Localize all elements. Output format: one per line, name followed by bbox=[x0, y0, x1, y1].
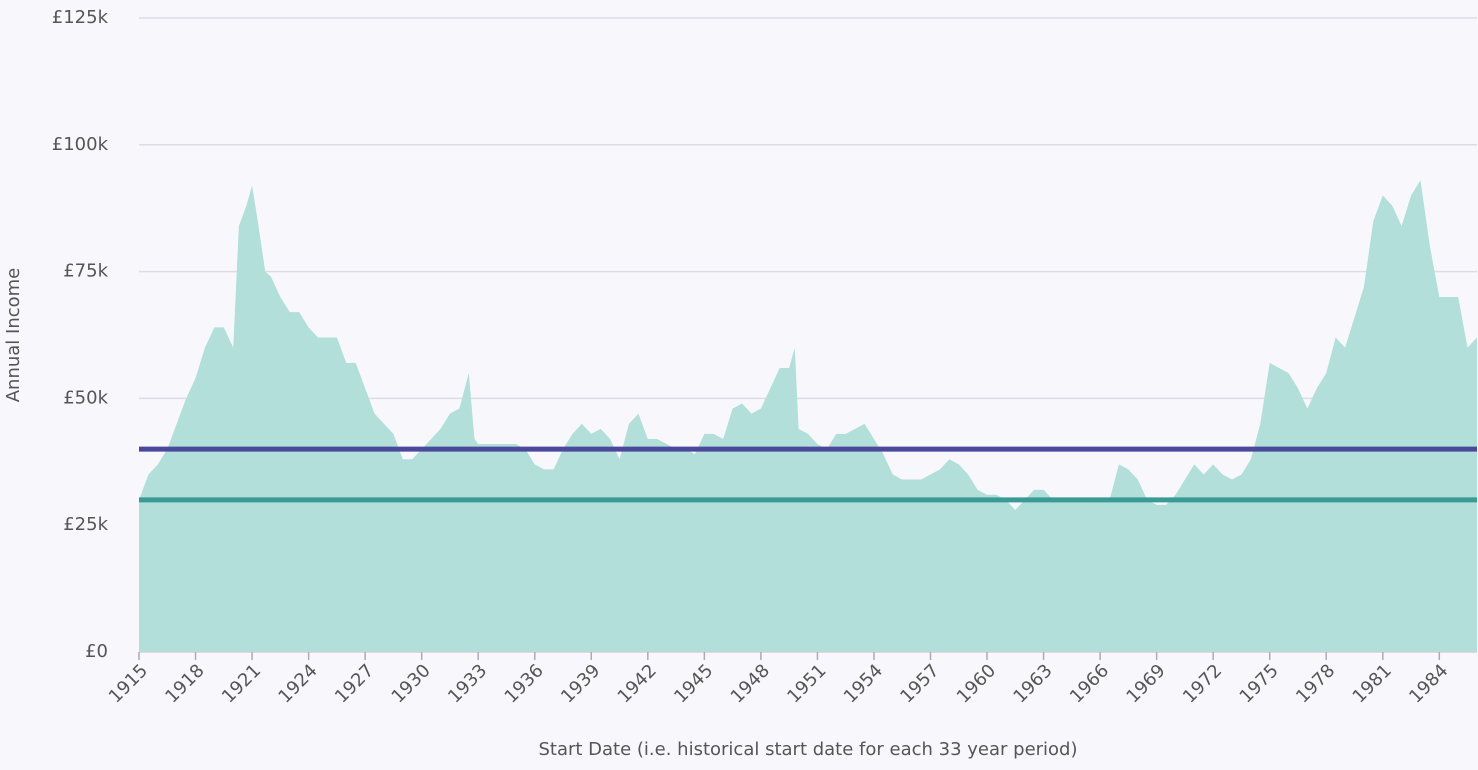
x-tick-label: 1975 bbox=[1236, 660, 1283, 707]
y-tick-label: £0 bbox=[85, 641, 108, 662]
x-tick-label: 1954 bbox=[840, 660, 887, 707]
x-tick-label: 1963 bbox=[1009, 660, 1056, 707]
y-axis-label: Annual Income bbox=[3, 268, 24, 403]
x-axis-label: Start Date (i.e. historical start date f… bbox=[538, 739, 1077, 760]
x-tick-label: 1966 bbox=[1066, 660, 1113, 707]
x-tick-label: 1936 bbox=[501, 660, 548, 707]
x-tick-label: 1930 bbox=[388, 660, 435, 707]
y-tick-label: £25k bbox=[63, 514, 108, 535]
x-tick-label: 1984 bbox=[1405, 660, 1452, 707]
x-tick-label: 1924 bbox=[274, 660, 321, 707]
x-tick-label: 1981 bbox=[1349, 660, 1396, 707]
x-tick-label: 1978 bbox=[1292, 660, 1339, 707]
x-tick-label: 1957 bbox=[896, 660, 943, 707]
x-tick-label: 1951 bbox=[783, 660, 830, 707]
x-tick-label: 1939 bbox=[557, 660, 604, 707]
x-tick-label: 1918 bbox=[161, 660, 208, 707]
y-tick-label: £125k bbox=[52, 7, 109, 28]
x-tick-label: 1945 bbox=[670, 660, 717, 707]
y-tick-label: £100k bbox=[52, 134, 109, 155]
x-tick-label: 1972 bbox=[1179, 660, 1226, 707]
x-tick-label: 1942 bbox=[614, 660, 661, 707]
y-tick-label: £50k bbox=[63, 387, 108, 408]
x-tick-label: 1960 bbox=[953, 660, 1000, 707]
x-tick-label: 1969 bbox=[1122, 660, 1169, 707]
y-tick-label: £75k bbox=[63, 261, 108, 282]
x-tick-label: 1948 bbox=[727, 660, 774, 707]
area bbox=[139, 180, 1477, 652]
x-tick-label: 1927 bbox=[331, 660, 378, 707]
x-tick-label: 1915 bbox=[105, 660, 152, 707]
x-tick-label: 1921 bbox=[218, 660, 265, 707]
x-tick-label: 1933 bbox=[444, 660, 491, 707]
